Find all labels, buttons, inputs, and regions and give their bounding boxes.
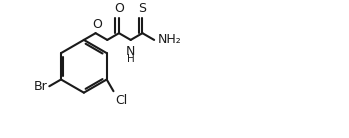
Text: Br: Br bbox=[34, 80, 48, 93]
Text: NH₂: NH₂ bbox=[158, 33, 182, 46]
Text: O: O bbox=[92, 18, 102, 31]
Text: O: O bbox=[114, 2, 124, 15]
Text: S: S bbox=[139, 2, 147, 15]
Text: Cl: Cl bbox=[115, 94, 127, 107]
Text: H: H bbox=[127, 54, 135, 64]
Text: N: N bbox=[126, 45, 135, 58]
